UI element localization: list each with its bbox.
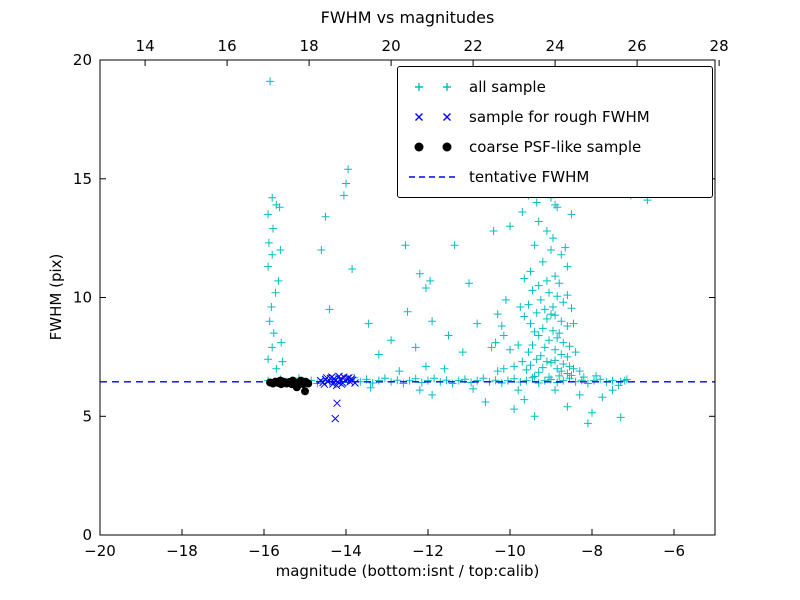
legend-item-all-sample: all sample (407, 72, 703, 102)
y-axis-label: FWHM (pix) (47, 253, 65, 341)
chart-title: FWHM vs magnitudes (320, 8, 495, 27)
tick-label: −12 (412, 542, 444, 560)
tick-label: 26 (628, 37, 647, 55)
plus-marker-icon (415, 83, 451, 91)
tick-label: 10 (73, 289, 92, 307)
series-2-dots (266, 376, 313, 396)
tick-label: −16 (248, 542, 280, 560)
legend-item-tentative-fwhm: tentative FWHM (407, 162, 703, 192)
tick-label: 16 (218, 37, 237, 55)
tick-label: 18 (300, 37, 319, 55)
tick-label: 0 (82, 526, 92, 544)
axis-ticks (99, 59, 720, 536)
legend-item-rough-fwhm: sample for rough FWHM (407, 102, 703, 132)
tick-label: 14 (136, 37, 155, 55)
tick-label: −6 (663, 542, 685, 560)
legend-item-psf-sample: coarse PSF-like sample (407, 132, 703, 162)
legend-label: all sample (469, 78, 546, 96)
legend-label: tentative FWHM (469, 168, 590, 186)
tick-label: −18 (166, 542, 198, 560)
tick-label: −10 (494, 542, 526, 560)
tick-label: 20 (382, 37, 401, 55)
legend-label: sample for rough FWHM (469, 108, 650, 126)
tick-label: 22 (464, 37, 483, 55)
legend: all sample sample for rough FWHM coarse … (397, 66, 713, 198)
dot-marker-icon (414, 142, 452, 152)
dashed-line-icon (409, 176, 457, 178)
tick-label: 5 (82, 407, 92, 425)
legend-label: coarse PSF-like sample (469, 138, 642, 156)
tick-label: −20 (84, 542, 116, 560)
tick-label: 24 (546, 37, 565, 55)
tick-label: 15 (73, 170, 92, 188)
tick-label: 28 (710, 37, 729, 55)
tick-label: −8 (581, 542, 603, 560)
tick-labels: −20 −18 −16 −14 −12 −10 −8 −6 14 16 18 20 22 24 26 28 0 5… (73, 37, 729, 560)
x-marker-icon (415, 113, 451, 121)
tick-label: 20 (73, 51, 92, 69)
tick-label: −14 (330, 542, 362, 560)
x-axis-label: magnitude (bottom:isnt / top:calib) (275, 562, 540, 580)
series-1-markers (316, 372, 359, 423)
